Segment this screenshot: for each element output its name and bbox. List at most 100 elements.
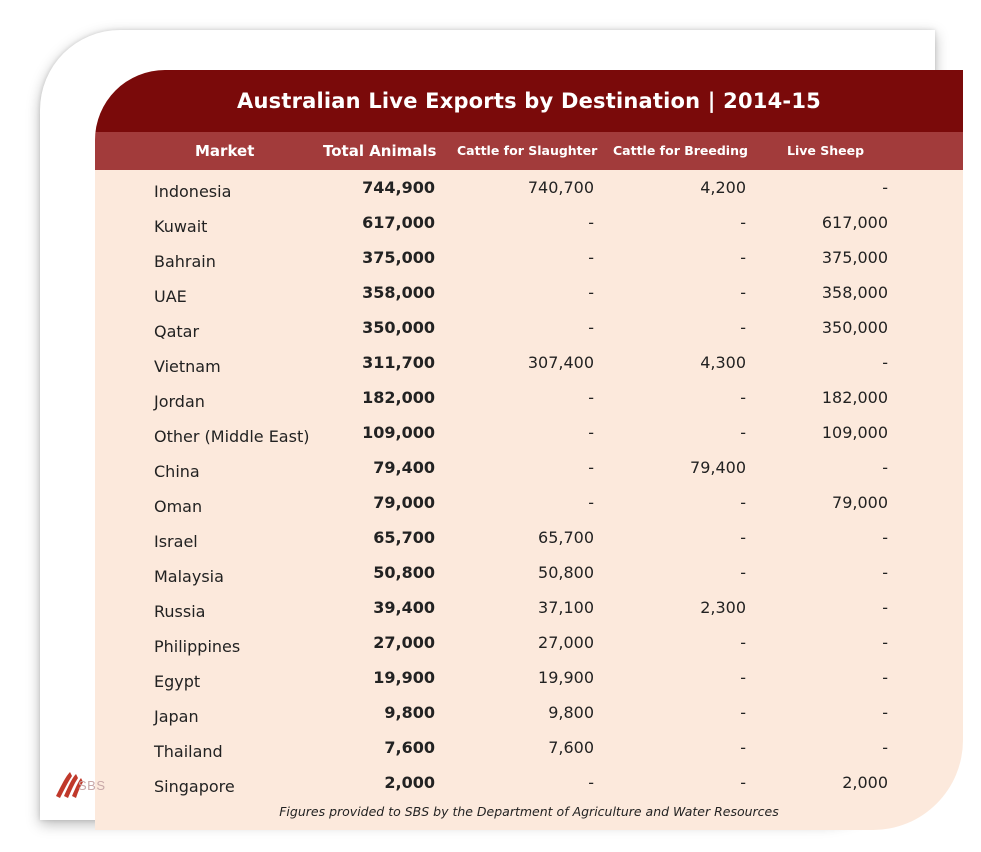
cell-cattle-slaughter: 9,800 (548, 703, 594, 722)
card-frame: Australian Live Exports by Destination |… (40, 30, 963, 830)
cell-market: Japan (154, 707, 199, 726)
cell-market: Qatar (154, 322, 200, 341)
cell-total-animals: 79,000 (373, 493, 435, 512)
cell-market: Jordan (154, 392, 205, 411)
table-row: Japan 9,800 9,800 - - (95, 695, 963, 730)
cell-cattle-slaughter: 740,700 (527, 178, 594, 197)
cell-market: Indonesia (154, 182, 232, 201)
cell-market: Bahrain (154, 252, 216, 271)
cell-cattle-breeding: - (740, 773, 746, 792)
cell-total-animals: 39,400 (373, 598, 435, 617)
header-cattle-breeding: Cattle for Breeding (613, 143, 748, 158)
table-title: Australian Live Exports by Destination |… (95, 70, 963, 132)
cell-market: Thailand (154, 742, 223, 761)
table-row: UAE 358,000 - - 358,000 (95, 275, 963, 310)
cell-total-animals: 19,900 (373, 668, 435, 687)
cell-total-animals: 50,800 (373, 563, 435, 582)
cell-cattle-breeding: - (740, 423, 746, 442)
cell-cattle-breeding: 2,300 (700, 598, 746, 617)
cell-cattle-breeding: 4,200 (700, 178, 746, 197)
cell-live-sheep: - (882, 703, 888, 722)
cell-total-animals: 311,700 (362, 353, 435, 372)
cell-cattle-breeding: - (740, 318, 746, 337)
cell-cattle-breeding: - (740, 633, 746, 652)
cell-cattle-slaughter: 307,400 (527, 353, 594, 372)
cell-market: China (154, 462, 200, 481)
cell-market: Egypt (154, 672, 201, 691)
cell-live-sheep: - (882, 563, 888, 582)
table-row: Bahrain 375,000 - - 375,000 (95, 240, 963, 275)
cell-cattle-slaughter: - (588, 388, 594, 407)
cell-total-animals: 109,000 (362, 423, 435, 442)
cell-total-animals: 350,000 (362, 318, 435, 337)
table-row: Philippines 27,000 27,000 - - (95, 625, 963, 660)
cell-cattle-breeding: - (740, 248, 746, 267)
cell-live-sheep: - (882, 178, 888, 197)
cell-live-sheep: - (882, 353, 888, 372)
cell-market: UAE (154, 287, 187, 306)
cell-live-sheep: - (882, 528, 888, 547)
table-row: Egypt 19,900 19,900 - - (95, 660, 963, 695)
cell-market: Oman (154, 497, 203, 516)
cell-cattle-breeding: - (740, 213, 746, 232)
sbs-logo-text: SBS (78, 778, 106, 793)
cell-cattle-breeding: - (740, 738, 746, 757)
cell-cattle-breeding: - (740, 528, 746, 547)
cell-cattle-slaughter: - (588, 493, 594, 512)
cell-live-sheep: - (882, 738, 888, 757)
table-row: Kuwait 617,000 - - 617,000 (95, 205, 963, 240)
cell-cattle-breeding: - (740, 668, 746, 687)
cell-total-animals: 27,000 (373, 633, 435, 652)
cell-live-sheep: 182,000 (821, 388, 888, 407)
cell-live-sheep: - (882, 668, 888, 687)
cell-live-sheep: 2,000 (842, 773, 888, 792)
table-row: Other (Middle East) 109,000 - - 109,000 (95, 415, 963, 450)
cell-market: Philippines (154, 637, 241, 656)
header-total-animals: Total Animals (323, 142, 437, 160)
cell-total-animals: 744,900 (362, 178, 435, 197)
cell-total-animals: 2,000 (384, 773, 435, 792)
table-row: Malaysia 50,800 50,800 - - (95, 555, 963, 590)
cell-cattle-slaughter: - (588, 773, 594, 792)
cell-cattle-slaughter: - (588, 318, 594, 337)
cell-total-animals: 358,000 (362, 283, 435, 302)
cell-total-animals: 182,000 (362, 388, 435, 407)
cell-cattle-slaughter: 50,800 (538, 563, 594, 582)
header-market: Market (195, 142, 255, 160)
cell-cattle-slaughter: 37,100 (538, 598, 594, 617)
cell-total-animals: 79,400 (373, 458, 435, 477)
cell-cattle-slaughter: 27,000 (538, 633, 594, 652)
header-cattle-slaughter: Cattle for Slaughter (457, 143, 598, 158)
table-row: Israel 65,700 65,700 - - (95, 520, 963, 555)
cell-live-sheep: 79,000 (832, 493, 888, 512)
table-row: Jordan 182,000 - - 182,000 (95, 380, 963, 415)
table-row: Qatar 350,000 - - 350,000 (95, 310, 963, 345)
cell-live-sheep: 375,000 (821, 248, 888, 267)
cell-total-animals: 617,000 (362, 213, 435, 232)
table-row: Vietnam 311,700 307,400 4,300 - (95, 345, 963, 380)
table-row: China 79,400 - 79,400 - (95, 450, 963, 485)
cell-market: Vietnam (154, 357, 221, 376)
table-row: Thailand 7,600 7,600 - - (95, 730, 963, 765)
cell-live-sheep: 350,000 (821, 318, 888, 337)
cell-total-animals: 9,800 (384, 703, 435, 722)
cell-cattle-slaughter: 19,900 (538, 668, 594, 687)
cell-cattle-slaughter: - (588, 423, 594, 442)
cell-cattle-breeding: - (740, 703, 746, 722)
cell-cattle-slaughter: 7,600 (548, 738, 594, 757)
cell-cattle-slaughter: 65,700 (538, 528, 594, 547)
table-row: Russia 39,400 37,100 2,300 - (95, 590, 963, 625)
cell-cattle-breeding: 4,300 (700, 353, 746, 372)
cell-cattle-slaughter: - (588, 248, 594, 267)
cell-market: Kuwait (154, 217, 208, 236)
cell-cattle-slaughter: - (588, 458, 594, 477)
cell-live-sheep: - (882, 633, 888, 652)
cell-market: Other (Middle East) (154, 427, 310, 446)
table-row: Singapore 2,000 - - 2,000 (95, 765, 963, 800)
cell-market: Malaysia (154, 567, 224, 586)
cell-live-sheep: 358,000 (821, 283, 888, 302)
cell-market: Russia (154, 602, 206, 621)
cell-cattle-breeding: - (740, 283, 746, 302)
cell-total-animals: 7,600 (384, 738, 435, 757)
